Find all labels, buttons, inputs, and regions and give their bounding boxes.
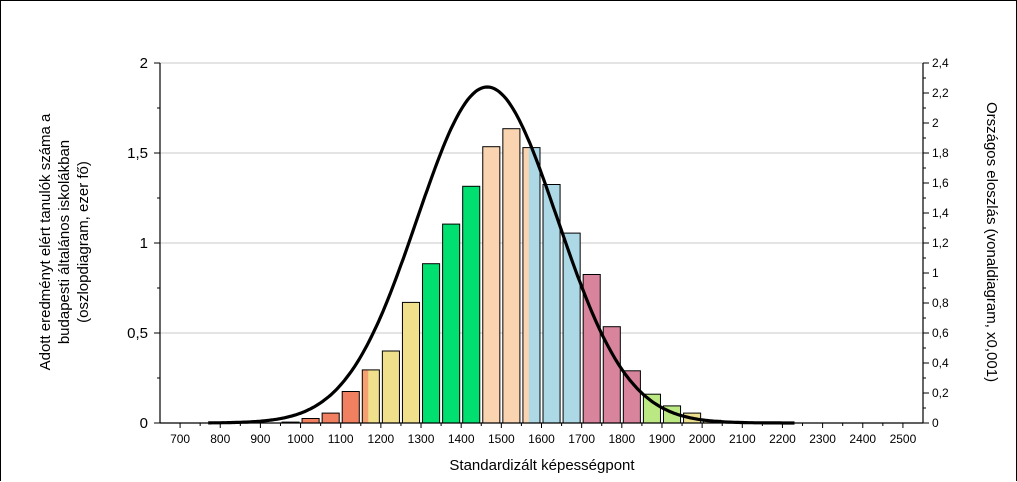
y-right-axis-label: Országos eloszlás (vonaldiagram, x0,001): [983, 102, 1000, 382]
y-right-tick-label-2: 0,4: [932, 356, 949, 370]
bar-12: [522, 147, 541, 424]
y-left-axis-label-line-2: budapesti általános iskolákban: [56, 140, 73, 344]
bar-17: [622, 370, 641, 424]
bars: [281, 128, 722, 424]
bar-11: [502, 128, 521, 424]
y-right-tick-label-6: 1,2: [932, 236, 949, 250]
y-right-tick-label-8: 1,6: [932, 176, 949, 190]
bar-1: [301, 418, 320, 424]
x-tick-label-8: 1500: [488, 432, 515, 446]
bar-fill-17: [623, 370, 641, 423]
bar-accent-12: [522, 147, 529, 423]
x-tick-label-16: 2300: [809, 432, 836, 446]
y-right-tick-label-11: 2,2: [932, 86, 949, 100]
y-right-tick-label-3: 0,6: [932, 326, 949, 340]
bar-fill-15: [583, 274, 601, 423]
x-tick-label-1: 800: [210, 432, 230, 446]
bar-5: [381, 350, 400, 424]
bar-10: [482, 146, 501, 424]
y-left-tick-label-4: 2: [140, 55, 148, 72]
x-tick-label-11: 1800: [608, 432, 635, 446]
y-right-tick-labels: 0 0,2 0,4 0,6 0,8 1 1,2 1,4 1,6 1,8 2 2,2 2,4: [932, 56, 949, 430]
y-left-axis-label-line-1: Adott eredményt elért tanulók száma a: [37, 113, 54, 370]
gridlines: [160, 62, 923, 334]
bar-fill-14: [563, 233, 581, 423]
y-right-tick-label-0: 0: [932, 416, 939, 430]
y-right-tick-label-1: 0,2: [932, 386, 949, 400]
bar-fill-11: [502, 128, 520, 423]
national-distribution-curve: [208, 85, 795, 425]
y-right-tick-label-12: 2,4: [932, 56, 949, 70]
y-left-tick-label-3: 1,5: [127, 145, 148, 162]
bar-fill-18: [643, 394, 661, 423]
bar-fill-5: [382, 351, 400, 423]
x-tick-label-9: 1600: [528, 432, 555, 446]
x-tick-label-6: 1300: [408, 432, 435, 446]
x-axis-label: Standardizált képességpont: [449, 457, 635, 474]
bar-4: [361, 369, 380, 424]
bar-fill-16: [603, 326, 621, 423]
bar-9: [462, 185, 481, 424]
x-tick-label-0: 700: [170, 432, 190, 446]
axes: [154, 62, 929, 428]
bar-2: [321, 412, 340, 424]
x-tick-label-14: 2100: [729, 432, 756, 446]
bar-fill-8: [442, 224, 460, 423]
y-right-tick-label-7: 1,4: [932, 206, 949, 220]
y-left-tick-label-1: 0,5: [127, 325, 148, 342]
x-tick-label-2: 900: [250, 432, 270, 446]
bar-8: [442, 223, 461, 424]
x-tick-label-12: 1900: [649, 432, 676, 446]
x-tick-label-15: 2200: [769, 432, 796, 446]
x-tick-label-4: 1100: [328, 432, 354, 446]
bar-6: [401, 301, 421, 424]
x-tick-label-5: 1200: [368, 432, 395, 446]
x-tick-label-3: 1000: [287, 432, 314, 446]
y-left-tick-label-0: 0: [140, 415, 148, 432]
y-left-tick-labels: 0 0,5 1 1,5 2: [127, 55, 148, 432]
x-tick-label-13: 2000: [689, 432, 716, 446]
bar-fill-3: [342, 391, 360, 423]
y-right-tick-label-4: 0,8: [932, 296, 949, 310]
x-tick-label-7: 1400: [448, 432, 475, 446]
bar-fill-7: [422, 263, 440, 423]
bar-7: [422, 263, 441, 424]
y-left-axis-label: Adott eredményt elért tanulók száma a bu…: [37, 113, 92, 370]
x-tick-label-17: 2400: [849, 432, 876, 446]
bar-fill-13: [543, 184, 561, 423]
bar-fill-6: [402, 302, 420, 423]
y-right-tick-label-5: 1: [932, 266, 939, 280]
x-tick-label-10: 1700: [568, 432, 595, 446]
bar-fill-2: [322, 413, 340, 423]
x-tick-labels: 700 800 900 1000 1100 1200 1300 1400 1500 1600 170…: [170, 432, 917, 446]
y-left-tick-label-2: 1: [140, 235, 148, 252]
bar-fill-9: [462, 186, 480, 423]
bar-accent-4: [362, 369, 369, 423]
y-right-tick-label-10: 2: [932, 116, 939, 130]
y-right-tick-label-9: 1,8: [932, 146, 949, 160]
bar-fill-10: [482, 146, 500, 423]
y-left-axis-label-line-3: (oszlopdiagram, ezer fő): [75, 161, 92, 323]
bar-3: [341, 391, 360, 424]
x-tick-label-18: 2500: [890, 432, 917, 446]
bar-fill-1: [302, 418, 320, 423]
